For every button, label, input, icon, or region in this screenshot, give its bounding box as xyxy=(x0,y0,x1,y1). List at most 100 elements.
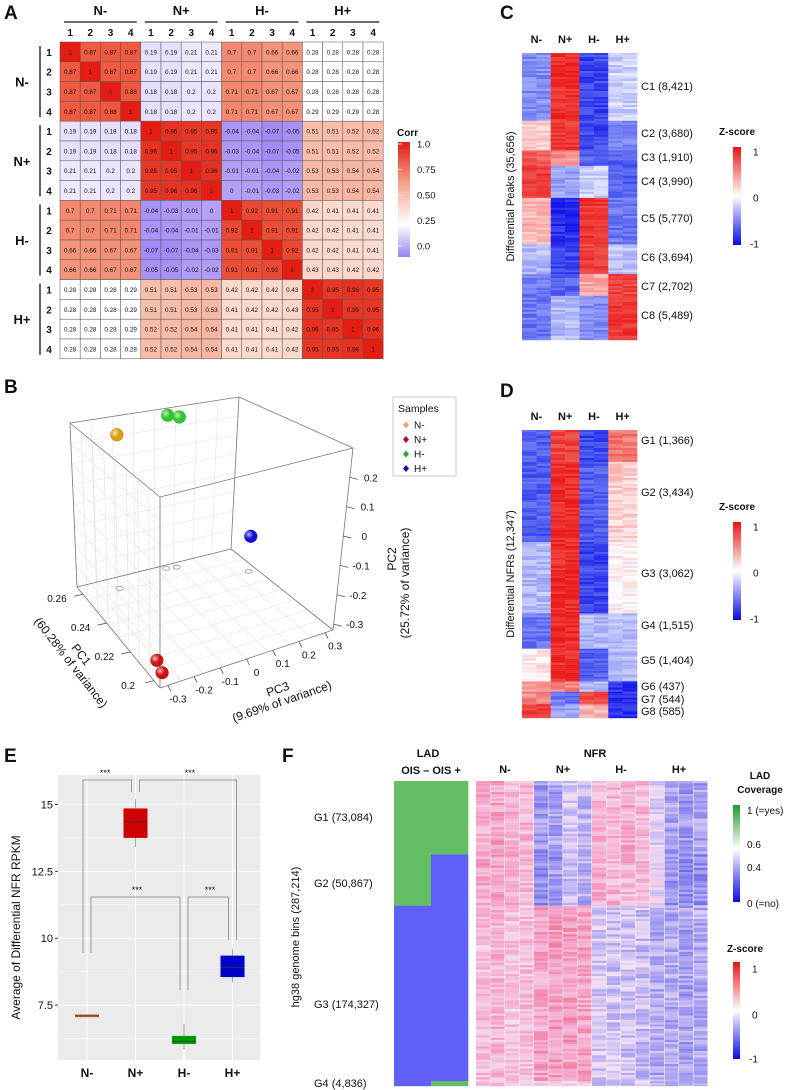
heatmap-cell xyxy=(579,309,595,313)
heatmap-cell xyxy=(650,905,664,909)
heatmap-cell xyxy=(505,925,519,928)
heatmap-cell xyxy=(476,878,490,882)
heatmap-cell xyxy=(593,495,609,499)
heatmap-cell xyxy=(579,678,595,681)
heatmap-cell xyxy=(579,685,595,688)
heatmap-cell xyxy=(679,781,693,784)
heatmap-cell xyxy=(519,889,534,893)
heatmap-cell xyxy=(490,880,505,884)
heatmap-cell xyxy=(536,87,552,90)
cube-edge xyxy=(76,586,161,689)
heatmap-cell xyxy=(593,693,609,696)
heatmap-cell xyxy=(579,515,595,519)
heatmap-cell xyxy=(606,1024,621,1027)
heatmap-cell xyxy=(534,796,548,799)
heatmap-cell xyxy=(622,674,638,677)
heatmap-cell xyxy=(565,670,580,673)
heatmap-cell xyxy=(565,483,580,487)
correlation-value: 0.95 xyxy=(347,307,360,314)
heatmap-cell xyxy=(565,485,580,489)
heatmap-cell xyxy=(679,863,693,866)
heatmap-cell xyxy=(550,666,566,669)
heatmap-cell xyxy=(548,973,563,977)
heatmap-cell xyxy=(622,136,638,139)
heatmap-cell xyxy=(522,525,537,529)
heatmap-cell xyxy=(565,706,580,709)
heatmap-cell xyxy=(650,798,664,801)
heatmap-cell xyxy=(679,803,693,806)
heatmap-cell xyxy=(522,648,537,651)
heatmap-cell xyxy=(606,858,621,862)
heatmap-cell xyxy=(593,122,609,125)
heatmap-cell xyxy=(650,829,664,832)
heatmap-cell xyxy=(693,794,708,797)
heatmap-cell xyxy=(536,209,552,213)
heatmap-cell xyxy=(608,434,623,437)
heatmap-cell xyxy=(693,1022,708,1025)
heatmap-cell xyxy=(536,221,552,225)
heatmap-cell xyxy=(490,863,505,866)
heatmap-cell xyxy=(522,593,537,597)
heatmap-cell xyxy=(608,337,623,341)
heatmap-cell xyxy=(550,160,566,163)
heatmap-cell xyxy=(522,465,537,469)
heatmap-cell xyxy=(579,597,595,601)
heatmap-cell xyxy=(534,889,548,893)
heatmap-cell xyxy=(579,545,595,549)
heatmap-cell xyxy=(606,872,621,875)
heatmap-cell xyxy=(635,1024,650,1027)
heatmap-cell xyxy=(579,79,595,82)
heatmap-cell xyxy=(522,292,537,295)
heatmap-cell xyxy=(536,581,552,585)
heatmap-cell xyxy=(593,315,609,319)
heatmap-cell xyxy=(622,233,638,237)
cube-edge xyxy=(69,422,161,498)
wall-gridline xyxy=(73,472,236,506)
heatmap-cell xyxy=(577,787,592,790)
heatmap-cell xyxy=(579,716,595,719)
heatmap-cell xyxy=(593,307,609,311)
panel-label-e: E xyxy=(4,746,17,767)
heatmap-cell xyxy=(622,491,638,495)
heatmap-cell xyxy=(548,827,563,830)
heatmap-cell xyxy=(519,849,534,852)
heatmap-cell xyxy=(679,827,693,830)
heatmap-cell xyxy=(608,111,623,114)
correlation-value: 0.42 xyxy=(266,307,279,314)
heatmap-cell xyxy=(679,792,693,795)
heatmap-cell xyxy=(622,703,638,705)
heatmap-cell xyxy=(550,144,566,147)
heatmap-cell xyxy=(579,487,595,491)
heatmap-cell xyxy=(548,995,563,999)
heatmap-cell xyxy=(536,201,552,205)
wall-gridline xyxy=(211,400,219,554)
heatmap-cell xyxy=(579,99,595,102)
heatmap-cell xyxy=(579,252,595,255)
heatmap-cell xyxy=(593,557,609,561)
heatmap-cell xyxy=(622,432,638,435)
heatmap-cell xyxy=(622,629,638,632)
heatmap-cell xyxy=(650,851,664,854)
heatmap-cell xyxy=(476,781,490,784)
heatmap-cell xyxy=(522,668,537,671)
heatmap-cell xyxy=(664,894,679,897)
heatmap-cell xyxy=(693,825,708,828)
heatmap-cell xyxy=(550,609,566,613)
cluster-label: G8 (585) xyxy=(641,706,684,718)
heatmap-cell xyxy=(536,282,552,285)
heatmap-cell xyxy=(522,658,537,661)
heatmap-cell xyxy=(534,1024,548,1027)
heatmap-cell xyxy=(664,807,679,810)
heatmap-cell xyxy=(650,889,664,893)
correlation-value: 0.87 xyxy=(104,69,117,76)
heatmap-cell xyxy=(550,549,566,553)
panel-label-c: C xyxy=(500,3,514,24)
heatmap-cell xyxy=(565,231,580,235)
correlation-value: 0.67 xyxy=(266,89,279,96)
heatmap-cell xyxy=(635,842,650,845)
row-replicate-label: 1 xyxy=(46,206,52,217)
correlation-value: -0.05 xyxy=(285,148,300,155)
heatmap-cell xyxy=(519,1004,534,1008)
heatmap-cell xyxy=(622,581,638,585)
heatmap-cell xyxy=(536,244,552,247)
